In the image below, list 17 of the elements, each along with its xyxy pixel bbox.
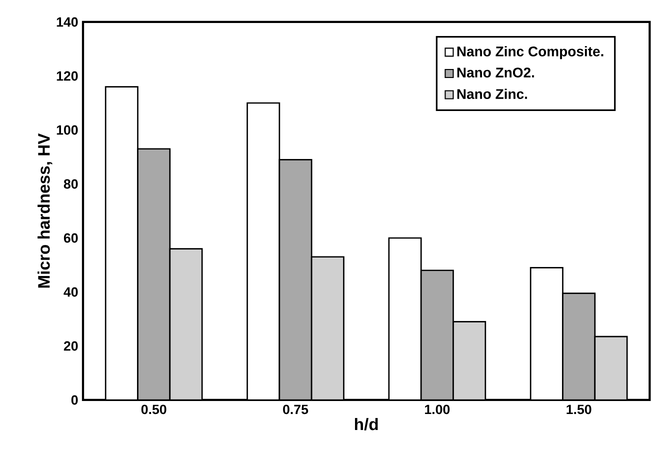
y-tick-label: 60 xyxy=(64,233,78,243)
legend-label: Nano Zinc. xyxy=(457,88,528,99)
y-tick-label: 100 xyxy=(56,125,78,135)
x-tick-label: 0.50 xyxy=(141,404,166,414)
x-tick-label: 1.00 xyxy=(425,404,450,414)
x-axis-title: h/d xyxy=(355,418,378,430)
x-tick-label: 1.50 xyxy=(566,404,592,414)
y-tick-label: 0 xyxy=(71,395,78,405)
y-tick-label: 20 xyxy=(64,341,78,351)
y-tick-label: 80 xyxy=(64,179,78,189)
y-axis-title: Micro hardness, HV xyxy=(38,133,52,288)
legend-label: Nano Zinc Composite. xyxy=(457,46,604,60)
y-tick-label: 40 xyxy=(64,287,78,297)
legend-label: Nano ZnO2. xyxy=(457,68,534,78)
x-tick-label: 0.75 xyxy=(283,404,308,414)
y-tick-label: 120 xyxy=(56,71,78,81)
y-tick-label: 140 xyxy=(56,17,78,27)
